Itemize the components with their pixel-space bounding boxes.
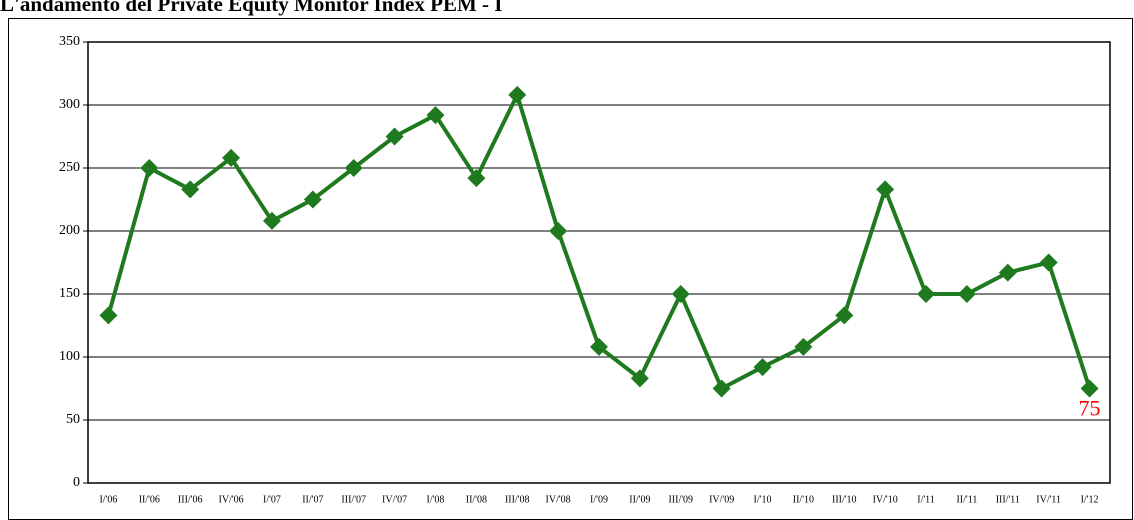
marker bbox=[426, 106, 445, 125]
marker bbox=[998, 263, 1017, 282]
y-tick-label: 200 bbox=[59, 223, 80, 238]
y-tick-label: 0 bbox=[73, 475, 80, 490]
x-tick-label: I/'09 bbox=[590, 494, 608, 505]
marker bbox=[876, 180, 895, 199]
x-tick-label: IV/'06 bbox=[219, 494, 244, 505]
marker bbox=[99, 306, 118, 325]
x-tick-label: II/'10 bbox=[793, 494, 814, 505]
marker bbox=[630, 369, 649, 388]
chart-title: L'andamento del Private Equity Monitor I… bbox=[0, 0, 502, 16]
marker bbox=[140, 159, 159, 177]
marker bbox=[1080, 379, 1099, 398]
x-tick-label: IV/'07 bbox=[382, 494, 407, 505]
marker bbox=[917, 285, 936, 303]
marker bbox=[385, 127, 404, 146]
x-tick-label: III/'08 bbox=[505, 494, 530, 505]
marker bbox=[1039, 253, 1058, 272]
x-tick-label: III/'07 bbox=[341, 494, 366, 505]
marker bbox=[957, 285, 976, 303]
y-tick-label: 300 bbox=[59, 97, 80, 112]
y-tick-label: 100 bbox=[59, 349, 80, 364]
x-tick-label: III/'11 bbox=[996, 494, 1020, 505]
marker bbox=[303, 190, 322, 209]
data-label: 75 bbox=[1079, 396, 1101, 421]
marker bbox=[590, 337, 608, 356]
x-tick-label: II/'07 bbox=[302, 494, 323, 505]
marker bbox=[753, 358, 772, 377]
marker bbox=[835, 306, 854, 325]
x-tick-label: I/'07 bbox=[263, 494, 281, 505]
marker bbox=[549, 222, 568, 240]
y-tick-label: 250 bbox=[59, 160, 80, 175]
marker bbox=[508, 85, 527, 104]
x-tick-label: III/'10 bbox=[832, 494, 857, 505]
x-tick-label: III/'06 bbox=[178, 494, 203, 505]
x-tick-label: I/'11 bbox=[917, 494, 935, 505]
x-tick-label: I/'10 bbox=[754, 494, 772, 505]
x-tick-label: II/'11 bbox=[956, 494, 977, 505]
y-tick-label: 50 bbox=[66, 412, 80, 427]
marker bbox=[794, 337, 813, 356]
x-tick-label: II/'06 bbox=[139, 494, 160, 505]
x-tick-label: II/'09 bbox=[629, 494, 650, 505]
marker bbox=[181, 180, 200, 199]
y-tick-label: 350 bbox=[59, 34, 80, 49]
x-tick-label: IV/'10 bbox=[873, 494, 898, 505]
x-tick-label: IV/'08 bbox=[546, 494, 571, 505]
x-tick-label: II/'08 bbox=[466, 494, 487, 505]
x-tick-label: I/'12 bbox=[1081, 494, 1099, 505]
marker bbox=[712, 379, 731, 398]
marker bbox=[467, 169, 486, 188]
y-tick-label: 150 bbox=[59, 286, 80, 301]
plot-frame bbox=[87, 41, 1111, 484]
x-tick-label: I/'08 bbox=[427, 494, 445, 505]
x-tick-label: IV/'11 bbox=[1036, 494, 1061, 505]
marker bbox=[671, 285, 690, 303]
x-tick-label: I/'06 bbox=[99, 494, 117, 505]
x-tick-label: III/'09 bbox=[668, 494, 693, 505]
marker bbox=[262, 211, 281, 230]
marker bbox=[344, 159, 363, 177]
x-tick-label: IV/'09 bbox=[709, 494, 734, 505]
marker bbox=[222, 148, 241, 167]
